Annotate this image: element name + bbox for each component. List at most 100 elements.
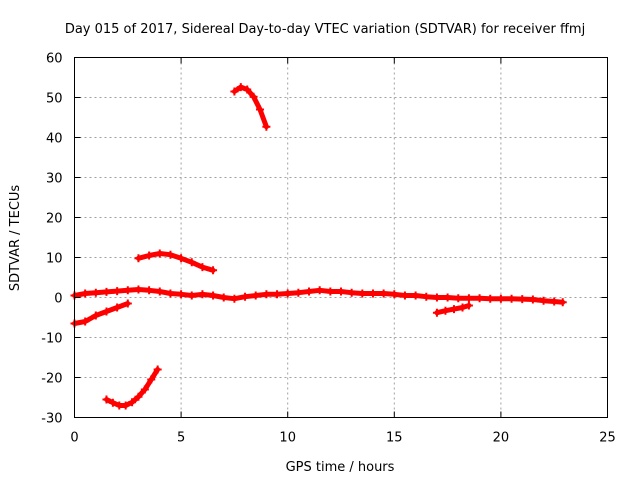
data-point	[134, 285, 143, 294]
data-point	[113, 287, 122, 296]
data-point	[458, 303, 467, 312]
data-point	[315, 286, 324, 295]
y-tick-label: 60	[46, 52, 63, 67]
axis-ticks: 0 5 10 15 20 25 -30 -20 -10 0 10 20 30 40 50 60	[41, 52, 616, 446]
data-point	[326, 287, 335, 296]
data-point	[91, 311, 100, 320]
series-hump	[134, 249, 218, 275]
data-point	[145, 251, 154, 260]
data-point	[454, 294, 463, 303]
data-point	[155, 287, 164, 296]
data-point	[145, 286, 154, 295]
x-tick-label: 5	[177, 431, 185, 446]
data-point	[337, 287, 345, 296]
data-point	[177, 290, 186, 299]
x-tick-label: 25	[599, 431, 616, 446]
y-tick-label: -10	[41, 332, 62, 347]
data-point	[91, 288, 100, 297]
y-tick-label: 0	[54, 292, 62, 307]
data-point	[432, 293, 441, 302]
data-point	[153, 365, 162, 374]
data-point	[123, 286, 132, 295]
data-point	[283, 289, 292, 298]
data-point	[432, 308, 441, 317]
data-point	[102, 395, 111, 404]
x-tick-label: 15	[386, 431, 403, 446]
data-point	[177, 254, 186, 263]
data-point	[113, 303, 122, 312]
y-tick-label: 50	[46, 92, 63, 107]
data-point	[558, 298, 567, 307]
data-point	[166, 250, 175, 259]
data-point	[230, 87, 239, 96]
data-point	[241, 292, 250, 301]
data-point	[128, 398, 137, 407]
data-point	[187, 258, 196, 267]
y-tick-label: 30	[46, 172, 63, 187]
data-point	[147, 375, 156, 384]
x-tick-label: 0	[70, 431, 78, 446]
data-point	[539, 296, 548, 305]
data-point	[305, 287, 314, 296]
y-tick-label: 40	[46, 132, 63, 147]
data-point	[449, 305, 458, 314]
data-point	[198, 263, 207, 272]
data-point	[198, 290, 207, 299]
data-point	[166, 289, 175, 298]
y-tick-label: 10	[46, 252, 63, 267]
data-point	[230, 294, 239, 303]
data-point	[496, 294, 505, 303]
data-point	[518, 295, 527, 304]
y-tick-label: -30	[41, 412, 62, 427]
data-point	[358, 289, 367, 298]
series-high-arc	[230, 83, 271, 131]
data-point	[443, 293, 452, 302]
series-late-dip	[432, 301, 473, 317]
x-tick-label: 10	[279, 431, 296, 446]
data-point	[102, 287, 111, 296]
data-point	[134, 254, 143, 263]
data-point	[507, 294, 516, 303]
plot-frame	[74, 57, 608, 418]
data-point	[422, 292, 431, 301]
data-point	[390, 290, 399, 299]
data-point	[262, 290, 271, 299]
data-point	[262, 122, 271, 131]
data-point	[486, 294, 495, 303]
data-point	[251, 291, 260, 300]
data-point	[379, 289, 388, 298]
data-point	[81, 317, 90, 326]
x-tick-label: 20	[493, 431, 510, 446]
data-point	[243, 85, 252, 94]
data-point	[347, 288, 356, 297]
data-points	[70, 83, 567, 410]
data-point	[108, 398, 117, 407]
data-point	[209, 291, 218, 300]
data-point	[236, 83, 245, 92]
data-point	[255, 105, 264, 114]
data-point	[550, 297, 559, 306]
data-point	[123, 299, 132, 308]
data-point	[81, 289, 90, 298]
y-tick-label: -20	[41, 372, 62, 387]
series-trough	[102, 365, 162, 410]
data-point	[187, 291, 196, 300]
data-point	[249, 92, 258, 101]
data-point	[294, 288, 303, 297]
data-point	[368, 289, 377, 298]
data-point	[411, 291, 420, 300]
data-point	[273, 290, 282, 299]
data-point	[140, 385, 149, 394]
chart-title: Day 015 of 2017, Sidereal Day-to-day VTE…	[65, 22, 585, 37]
y-axis-label: SDTVAR / TECUs	[8, 185, 23, 292]
series-main-band	[70, 285, 567, 307]
data-point	[102, 307, 111, 316]
data-point	[219, 293, 228, 302]
data-point	[528, 295, 537, 304]
y-tick-label: 20	[46, 212, 63, 227]
data-point	[441, 306, 450, 315]
data-point	[464, 301, 473, 310]
x-axis-label: GPS time / hours	[286, 460, 395, 475]
